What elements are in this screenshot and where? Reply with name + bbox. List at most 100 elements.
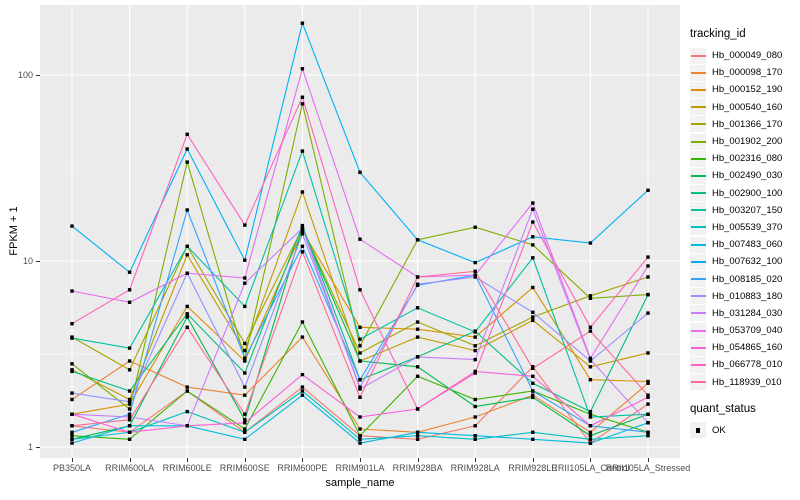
quant-legend-items: OK <box>690 422 800 439</box>
data-point <box>531 381 535 385</box>
legend-item: Hb_010883_180 <box>690 288 800 305</box>
data-point <box>646 255 650 259</box>
data-point <box>415 306 420 310</box>
data-point <box>70 391 74 395</box>
data-point <box>127 397 132 402</box>
data-point <box>243 359 247 363</box>
data-point <box>646 264 650 268</box>
data-point <box>185 208 189 212</box>
data-point <box>473 348 477 353</box>
data-point <box>531 243 535 247</box>
legend-title-quant-status: quant_status <box>690 402 756 415</box>
data-point <box>588 365 593 369</box>
legend-key <box>690 150 706 167</box>
legend-line-swatch <box>690 174 706 177</box>
legend-key <box>690 185 706 202</box>
data-point <box>70 289 74 293</box>
x-tick-mark <box>417 458 419 462</box>
data-point <box>588 412 593 416</box>
legend-label: Hb_000152_190 <box>712 84 783 96</box>
data-point <box>300 67 305 71</box>
data-point <box>415 430 420 434</box>
data-point <box>300 320 305 324</box>
data-point <box>588 241 593 245</box>
data-point <box>531 430 535 434</box>
data-point <box>358 351 362 355</box>
legend-item: Hb_002316_080 <box>690 150 800 167</box>
x-tick-label: RRIM600PE <box>277 463 328 473</box>
data-point <box>70 430 74 434</box>
data-point <box>473 225 477 229</box>
data-point <box>358 441 362 445</box>
data-point <box>185 147 189 151</box>
legend-label: Hb_066778_010 <box>712 359 783 371</box>
data-point <box>415 365 420 369</box>
data-point <box>531 395 535 399</box>
data-point <box>473 260 477 265</box>
data-point <box>243 421 247 425</box>
plot-panel <box>40 5 680 458</box>
data-point <box>185 409 189 414</box>
data-point <box>127 418 132 422</box>
data-point <box>185 271 189 275</box>
legend-key <box>690 202 706 219</box>
data-point <box>300 385 305 389</box>
data-point <box>300 190 305 194</box>
legend-key <box>690 167 706 184</box>
data-point <box>646 412 650 416</box>
x-tick-mark <box>302 458 304 462</box>
legend-label: Hb_001366_170 <box>712 118 783 130</box>
legend-item: Hb_000049_080 <box>690 47 800 64</box>
data-point <box>473 335 477 339</box>
x-tick-label: RRIM600SE <box>219 463 270 473</box>
legend-label: Hb_002316_080 <box>712 153 783 165</box>
data-point <box>70 441 74 445</box>
legend-item: Hb_000152_190 <box>690 81 800 98</box>
legend-key <box>690 305 706 322</box>
data-point <box>127 346 132 350</box>
data-point <box>358 237 362 241</box>
data-point <box>415 238 420 242</box>
data-point <box>300 21 305 25</box>
data-point <box>473 404 477 409</box>
data-points <box>70 21 650 445</box>
legend-label: Hb_002490_030 <box>712 170 783 182</box>
y-tick-label: 100 <box>17 69 33 80</box>
data-point <box>473 397 477 402</box>
data-point <box>243 223 247 227</box>
data-point <box>358 325 362 329</box>
x-tick-label: RRIM928BA <box>392 463 443 473</box>
data-point <box>415 407 420 411</box>
legend-line-swatch <box>690 88 706 91</box>
data-point <box>588 434 593 438</box>
data-point <box>646 351 650 355</box>
data-point <box>70 322 74 326</box>
legend-label: Hb_007632_100 <box>712 256 783 268</box>
legend-line-swatch <box>690 106 706 109</box>
data-point <box>185 304 189 309</box>
legend-key <box>690 133 706 150</box>
data-point <box>588 415 593 419</box>
x-tick-label: PB350LA <box>52 463 92 473</box>
x-tick-mark <box>129 458 131 462</box>
data-point <box>531 285 535 290</box>
x-tick-mark <box>532 458 534 462</box>
legend-key <box>690 374 706 391</box>
legend-label: Hb_001902_200 <box>712 136 783 148</box>
data-point <box>300 95 305 99</box>
data-point <box>358 288 362 292</box>
y-tick-mark <box>36 75 40 76</box>
data-point <box>127 402 132 406</box>
legend-label: Hb_118939_010 <box>712 376 782 388</box>
data-point <box>300 250 305 254</box>
data-point <box>588 329 593 333</box>
data-point <box>588 378 593 382</box>
legend-item: Hb_031284_030 <box>690 305 800 322</box>
data-point <box>243 356 247 360</box>
legend-line-swatch <box>690 260 706 263</box>
data-point <box>473 434 477 438</box>
data-point <box>473 424 477 428</box>
data-point <box>358 387 362 391</box>
data-point <box>127 400 132 404</box>
data-point <box>243 341 247 346</box>
